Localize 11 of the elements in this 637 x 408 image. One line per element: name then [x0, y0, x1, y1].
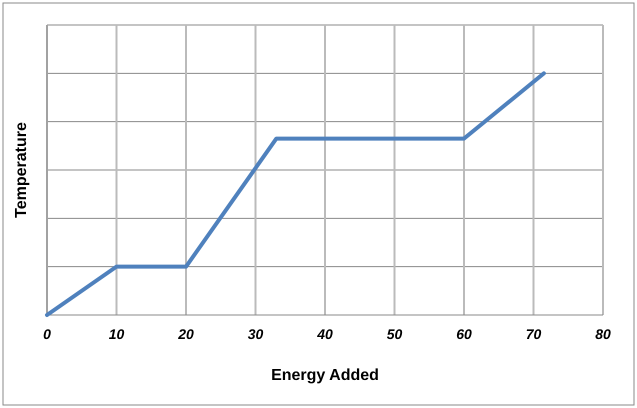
x-tick-label: 30 [248, 326, 264, 342]
y-axis-title: Temperature [13, 122, 30, 218]
x-tick-label: 0 [43, 326, 52, 342]
x-tick-label: 80 [595, 326, 611, 342]
x-tick-label: 40 [316, 326, 333, 342]
x-tick-label: 50 [386, 326, 402, 342]
x-tick-label: 60 [456, 326, 472, 342]
x-axis-title: Energy Added [271, 367, 379, 384]
x-tick-label: 10 [108, 326, 124, 342]
x-tick-label: 20 [177, 326, 194, 342]
x-tick-label: 70 [526, 326, 542, 342]
